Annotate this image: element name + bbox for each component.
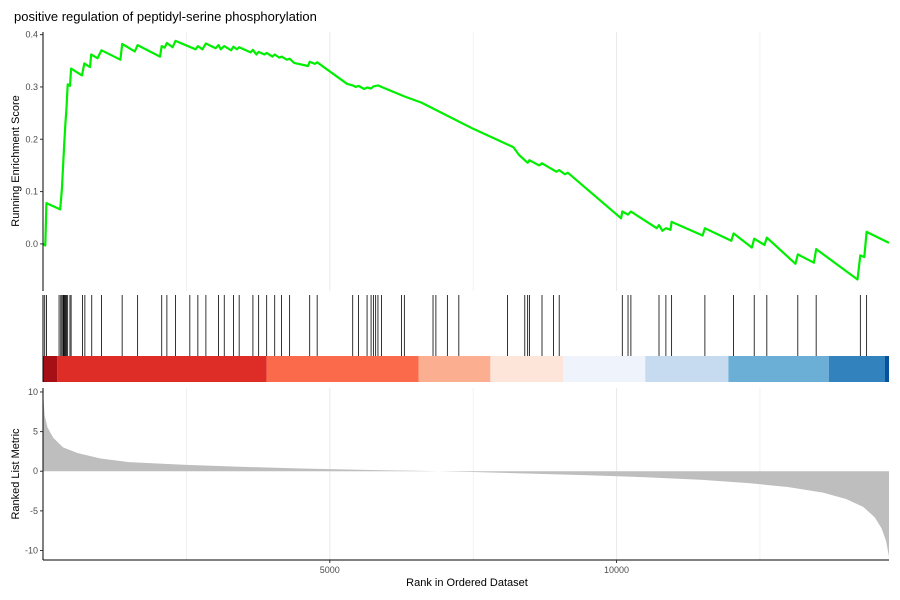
heatmap-band-1 bbox=[57, 356, 267, 382]
rank-y-tick-label-4: 10 bbox=[28, 387, 38, 397]
x-tick-label-1: 10000 bbox=[604, 565, 629, 575]
heatmap-band-6 bbox=[645, 356, 729, 382]
heatmap-band-3 bbox=[418, 356, 491, 382]
chart-title: positive regulation of peptidyl-serine p… bbox=[14, 9, 317, 24]
heatmap-band-9 bbox=[884, 356, 889, 382]
es-y-tick-label-2: 0.2 bbox=[25, 134, 38, 144]
rank-y-tick-label-3: 5 bbox=[33, 427, 38, 437]
gene-hit-marks bbox=[44, 295, 868, 356]
heatmap-band-5 bbox=[563, 356, 646, 382]
rank-y-tick-label-2: 0 bbox=[33, 466, 38, 476]
vertical-gridlines bbox=[186, 32, 761, 560]
heatmap-band-4 bbox=[490, 356, 564, 382]
ranked-heatmap-bar bbox=[43, 356, 889, 382]
axes: 0.0 0.1 0.2 0.3 0.4 -10 -5 0 5 10 5000 10000 bbox=[25, 30, 889, 575]
rank-y-tick-label-0: -10 bbox=[25, 545, 38, 555]
es-y-tick-label-1: 0.1 bbox=[25, 187, 38, 197]
es-y-tick-label-0: 0.0 bbox=[25, 239, 38, 249]
es-y-tick-label-3: 0.3 bbox=[25, 82, 38, 92]
enrichment-score-line bbox=[42, 39, 890, 281]
x-tick-label-0: 5000 bbox=[320, 565, 340, 575]
ranked-axis-title: Ranked List Metric bbox=[10, 428, 22, 520]
rank-y-tick-label-1: -5 bbox=[30, 506, 38, 516]
heatmap-band-2 bbox=[266, 356, 419, 382]
es-y-tick-label-4: 0.4 bbox=[25, 30, 38, 40]
heatmap-band-0 bbox=[43, 356, 58, 382]
es-axis-title: Running Enrichment Score bbox=[10, 95, 22, 226]
x-axis-title: Rank in Ordered Dataset bbox=[406, 577, 528, 589]
heatmap-band-7 bbox=[728, 356, 829, 382]
ranked-list-area bbox=[43, 392, 889, 557]
heatmap-band-8 bbox=[828, 356, 885, 382]
